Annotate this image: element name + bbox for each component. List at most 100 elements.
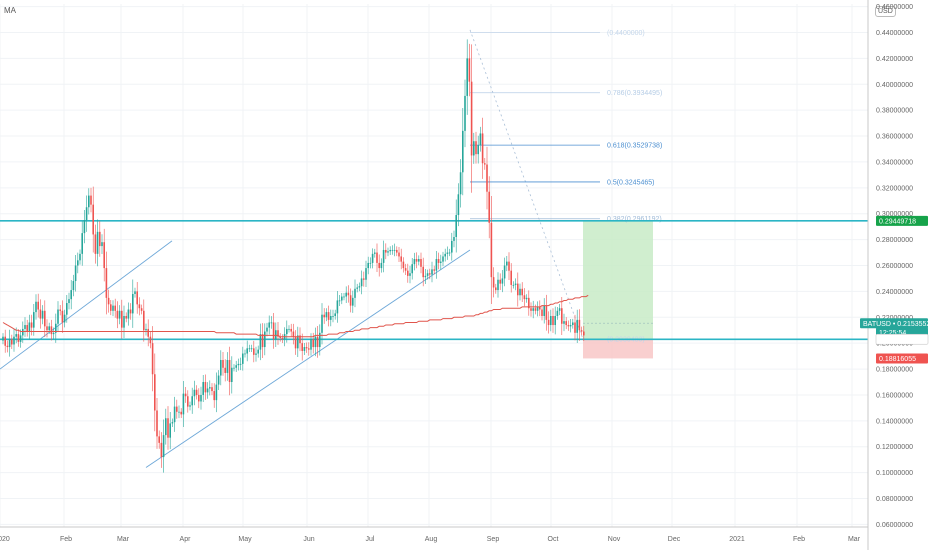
candle-body xyxy=(173,406,176,423)
candle-body xyxy=(468,58,471,82)
candle-body xyxy=(448,252,451,254)
candle-body xyxy=(572,322,574,326)
time-tick-label: 2020 xyxy=(0,536,10,543)
candle-body xyxy=(413,259,416,265)
candle-body xyxy=(301,343,303,351)
candle-body xyxy=(580,330,583,332)
candle-body xyxy=(473,141,475,156)
candle-body xyxy=(162,435,165,458)
time-tick-label: Sep xyxy=(487,536,500,543)
candle-body xyxy=(266,327,268,332)
candle-body xyxy=(35,301,37,313)
trendlines[interactable] xyxy=(0,29,584,468)
time-tick-label: Apr xyxy=(180,536,192,543)
candle-body xyxy=(565,321,567,326)
candle-body xyxy=(281,337,284,340)
currency-badge[interactable]: USD xyxy=(875,6,896,17)
candle-body xyxy=(389,249,391,252)
candle-body xyxy=(116,310,119,319)
candle-body xyxy=(195,389,198,395)
candle-body xyxy=(490,222,493,278)
candle-body xyxy=(255,353,257,355)
candle-body xyxy=(24,325,26,329)
candle-body xyxy=(121,310,123,328)
price-tag-box xyxy=(875,333,929,345)
candle-body xyxy=(374,252,376,254)
candle-body xyxy=(105,268,108,298)
candle-body xyxy=(215,384,218,401)
candle-body xyxy=(90,195,92,205)
risk-reward-box[interactable] xyxy=(583,220,653,359)
time-tick-label: Aug xyxy=(425,536,438,543)
candle-body xyxy=(248,348,251,350)
candle-body xyxy=(123,315,125,328)
candle-body xyxy=(554,315,556,326)
candle-body xyxy=(127,309,130,319)
candle-body xyxy=(525,297,528,300)
candle-body xyxy=(481,133,484,164)
price-tick-label: 0.36000000 xyxy=(876,134,913,141)
candle-body xyxy=(6,345,9,348)
fib-level-label: 0.5(0.3245465) xyxy=(607,179,654,186)
candle-body xyxy=(125,315,127,319)
time-tick-label: Mar xyxy=(848,536,861,543)
price-tag-label: 0.18816055 xyxy=(879,356,916,363)
candle-body xyxy=(61,310,64,323)
candle-body xyxy=(440,261,442,263)
trendline-main xyxy=(145,249,471,468)
candle-body xyxy=(323,314,325,318)
price-tick-label: 0.16000000 xyxy=(876,392,913,399)
candle-body xyxy=(107,297,110,305)
candle-body xyxy=(158,436,160,443)
price-tag-box xyxy=(876,215,928,226)
candle-body xyxy=(415,259,418,262)
candle-body xyxy=(39,309,42,319)
price-tick-label: 0.42000000 xyxy=(876,56,913,63)
candle-body xyxy=(539,306,541,310)
time-axis[interactable]: 2020 Feb Mar Apr May Jun Jul Aug Sep Oct Nov Dec 202… xyxy=(0,526,868,543)
candle-body xyxy=(244,353,246,355)
candle-body xyxy=(336,300,339,314)
candle-body xyxy=(233,367,235,369)
price-tick-label: 0.28000000 xyxy=(876,237,913,244)
candle-body xyxy=(352,297,354,306)
candle-body xyxy=(290,328,292,332)
horizontal-levels[interactable] xyxy=(0,220,868,341)
candle-body xyxy=(257,349,259,354)
candle-body xyxy=(330,315,332,320)
candle-body xyxy=(552,315,554,326)
candle-body xyxy=(129,309,132,314)
candle-body xyxy=(365,268,367,280)
candle-body xyxy=(341,296,343,301)
price-axis[interactable]: 0.46000000 0.44000000 0.42000000 0.40000000… xyxy=(867,0,913,550)
candle-body xyxy=(332,315,334,317)
stop-zone xyxy=(583,339,653,359)
candle-body xyxy=(235,365,237,368)
price-tick-label: 0.30000000 xyxy=(876,211,913,218)
candle-body xyxy=(475,141,477,155)
candle-body xyxy=(17,334,20,342)
candle-body xyxy=(22,328,24,336)
candle-body xyxy=(52,332,55,335)
candle-body xyxy=(492,277,495,288)
candle-body xyxy=(57,309,59,324)
price-tick-label: 0.46000000 xyxy=(876,4,913,11)
candle-body xyxy=(382,249,385,263)
candle-body xyxy=(4,336,6,346)
price-tick-label: 0.26000000 xyxy=(876,263,913,270)
candle-body xyxy=(8,339,11,348)
candle-body xyxy=(140,308,143,311)
candle-body xyxy=(407,270,409,276)
ma-line xyxy=(2,294,589,338)
candle-body xyxy=(189,405,191,407)
candle-body xyxy=(338,300,341,302)
candle-body xyxy=(41,310,44,319)
candle-body xyxy=(268,322,270,328)
candle-body xyxy=(569,325,572,327)
candle-body xyxy=(545,305,548,320)
candle-body xyxy=(567,325,570,327)
candle-body xyxy=(360,278,363,287)
candle-body xyxy=(319,332,321,348)
candle-body xyxy=(444,253,446,257)
